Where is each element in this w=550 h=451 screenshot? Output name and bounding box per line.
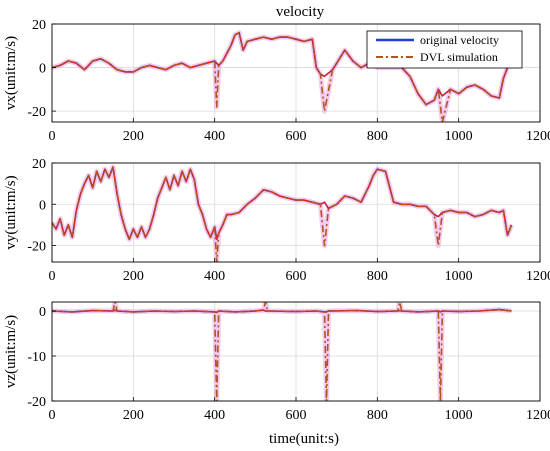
y-tick-label-vz-2: -20	[27, 395, 46, 410]
y-axis-label-vy: vy(unit:m/s)	[3, 175, 19, 249]
y-tick-label-vx-1: 0	[39, 62, 46, 77]
series-group-vx	[52, 30, 513, 122]
series-group-vz	[52, 302, 512, 401]
x-tick-label-vz-2: 400	[204, 408, 225, 423]
series-dvl-vy	[52, 166, 513, 262]
y-axis-label-vx: vx(unit:m/s)	[3, 36, 19, 110]
legend-label-dvl: DVL simulation	[420, 50, 498, 64]
x-tick-label-vy-3: 600	[286, 269, 307, 284]
figure-title: velocity	[276, 4, 325, 20]
x-tick-label-vz-1: 200	[123, 408, 144, 423]
x-tick-label-vx-5: 1000	[445, 129, 473, 144]
y-tick-label-vx-0: 20	[32, 18, 46, 33]
x-tick-label-vx-0: 0	[49, 129, 56, 144]
x-tick-label-vz-0: 0	[49, 408, 56, 423]
y-tick-label-vz-0: 0	[39, 305, 46, 320]
x-tick-label-vy-5: 1000	[445, 269, 473, 284]
x-tick-label-vy-4: 800	[367, 269, 388, 284]
x-tick-label-vx-1: 200	[123, 129, 144, 144]
legend-box	[366, 30, 523, 69]
x-tick-label-vy-1: 200	[123, 269, 144, 284]
y-tick-label-vx-2: -20	[27, 105, 46, 120]
y-tick-label-vy-1: 0	[39, 198, 46, 213]
legend-label-original: original velocity	[420, 33, 499, 47]
legend: original velocity DVL simulation	[366, 30, 523, 69]
y-tick-label-vy-0: 20	[32, 157, 46, 172]
x-tick-label-vz-3: 600	[286, 408, 307, 423]
y-tick-label-vy-2: -20	[27, 240, 46, 255]
series-dvl-vx	[52, 31, 512, 122]
chart-panels: 020040060080010001200200-20vx(unit:m/s)0…	[3, 18, 550, 423]
series-group-vy	[52, 164, 514, 262]
x-tick-label-vz-4: 800	[367, 408, 388, 423]
x-tick-label-vy-2: 400	[204, 269, 225, 284]
y-axis-label-vz: vz(unit:m/s)	[3, 315, 19, 388]
y-tick-label-vz-1: -10	[27, 350, 46, 365]
x-tick-label-vz-5: 1000	[445, 408, 473, 423]
x-tick-label-vy-0: 0	[49, 269, 56, 284]
x-tick-label-vx-2: 400	[204, 129, 225, 144]
x-axis-label: time(unit:s)	[269, 431, 339, 447]
x-tick-label-vx-3: 600	[286, 129, 307, 144]
x-tick-label-vx-4: 800	[367, 129, 388, 144]
series-dvl-vz	[52, 302, 512, 401]
